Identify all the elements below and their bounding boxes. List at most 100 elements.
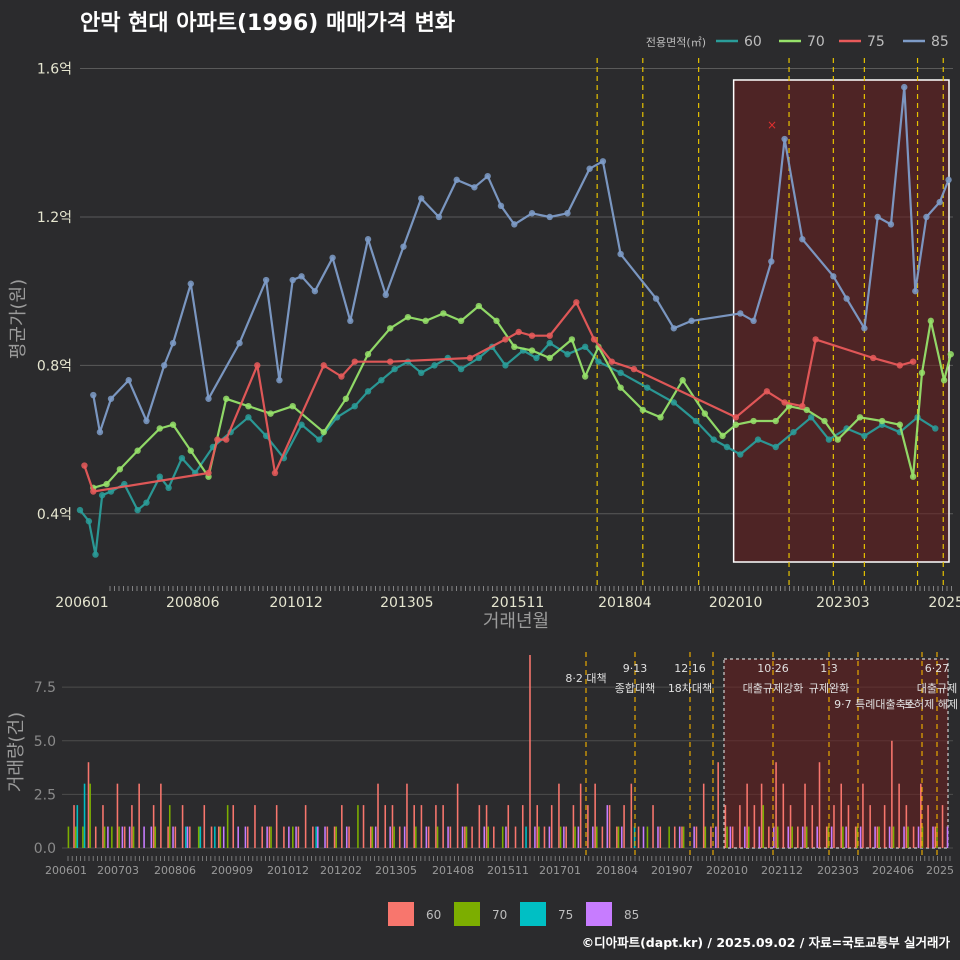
- bar-x-tick-label: 202406: [872, 864, 914, 877]
- volume-bar-60: [131, 805, 133, 848]
- volume-bar-60: [435, 805, 437, 848]
- volume-bar-85: [787, 826, 790, 848]
- volume-bar-85: [483, 826, 486, 848]
- data-point-70: [457, 317, 465, 325]
- annotation-label: 8·2 대책: [565, 672, 606, 685]
- volume-bar-60: [174, 826, 177, 848]
- data-point-70: [947, 351, 954, 358]
- annotation-label: 대출규제: [917, 682, 957, 695]
- data-point-70: [289, 402, 296, 410]
- volume-bar-70: [791, 826, 793, 848]
- x-tick-label: 201511: [491, 595, 544, 611]
- volume-bar-85: [389, 826, 391, 848]
- x-tick-label: 202303: [816, 595, 869, 611]
- data-point-70: [267, 410, 274, 417]
- volume-bar-60: [920, 783, 922, 848]
- volume-bar-60: [377, 783, 379, 848]
- volume-bar-60: [811, 805, 814, 848]
- volume-bar-60: [167, 826, 169, 848]
- data-point-75: [608, 358, 615, 365]
- volume-bar-70: [617, 826, 620, 848]
- volume-bar-70: [487, 826, 489, 848]
- data-point-60: [475, 354, 483, 362]
- data-point-85: [96, 428, 104, 436]
- data-point-60: [754, 436, 762, 443]
- volume-bar-60: [254, 805, 256, 848]
- volume-bar-70: [89, 783, 91, 848]
- bar-x-tick-label: 202010: [706, 864, 748, 877]
- data-point-60: [85, 518, 93, 525]
- volume-bar-60: [268, 826, 271, 848]
- data-point-85: [143, 417, 150, 425]
- volume-bar-60: [746, 783, 748, 848]
- volume-bar-75: [76, 805, 79, 848]
- data-point-85: [364, 236, 372, 243]
- data-point-70: [896, 421, 904, 428]
- data-point-70: [245, 402, 252, 410]
- annotation-label: 9·13: [623, 662, 648, 675]
- data-point-60: [502, 362, 509, 369]
- data-point-60: [644, 384, 651, 391]
- x-tick-label: 201305: [380, 595, 433, 611]
- bar-y-axis-label: 거래량(건): [6, 712, 27, 792]
- volume-bar-85: [744, 826, 746, 848]
- data-point-60: [156, 473, 163, 480]
- x-tick-label: 200806: [166, 595, 220, 611]
- volume-bar-70: [226, 805, 229, 848]
- data-point-60: [825, 436, 833, 443]
- data-point-85: [781, 135, 788, 143]
- data-point-70: [821, 417, 828, 425]
- volume-bar-60: [608, 805, 611, 848]
- data-point-60: [378, 377, 385, 384]
- data-point-70: [657, 414, 664, 421]
- y-tick-label: 1.2억: [37, 210, 72, 226]
- data-point-85: [205, 395, 212, 402]
- volume-bar-60: [601, 826, 604, 848]
- volume-bar-60: [753, 805, 756, 848]
- volume-bar-60: [565, 826, 567, 848]
- volume-bar-60: [427, 826, 430, 848]
- data-point-85: [546, 213, 553, 221]
- data-point-60: [710, 436, 717, 443]
- volume-bar-85: [461, 826, 464, 848]
- volume-bar-60: [797, 826, 799, 848]
- volume-bar-60: [94, 826, 97, 848]
- volume-bar-60: [478, 805, 481, 848]
- data-point-85: [187, 280, 194, 287]
- data-point-75: [573, 299, 580, 306]
- volume-bar-60: [789, 805, 792, 848]
- x-axis-label: 거래년월: [483, 611, 549, 632]
- annotation-label: 12·16: [674, 662, 706, 675]
- volume-bar-60: [449, 826, 452, 848]
- data-point-60: [807, 414, 815, 421]
- annotation-label: 규제완화: [809, 682, 849, 695]
- data-point-75: [223, 436, 230, 443]
- data-point-60: [595, 358, 602, 365]
- data-point-85: [435, 213, 443, 221]
- volume-bar-70: [393, 826, 395, 848]
- x-tick-label: 201804: [598, 595, 652, 611]
- volume-bar-85: [657, 826, 659, 848]
- data-point-70: [617, 384, 624, 391]
- data-point-70: [103, 480, 110, 488]
- data-point-85: [276, 377, 283, 384]
- y-axis-label: 평균가(원): [8, 279, 29, 359]
- data-point-70: [546, 354, 553, 362]
- data-point-70: [940, 377, 948, 384]
- volume-bar-85: [150, 826, 153, 848]
- data-point-60: [932, 425, 939, 432]
- volume-bar-60: [138, 783, 140, 848]
- volume-bar-85: [172, 826, 174, 848]
- data-point-60: [546, 339, 553, 347]
- volume-bar-70: [168, 805, 171, 848]
- volume-bar-60: [775, 762, 777, 848]
- volume-bar-60: [760, 783, 763, 848]
- data-point-85: [528, 210, 536, 217]
- data-point-85: [311, 287, 319, 295]
- volume-bar-60: [514, 826, 517, 848]
- bar-legend-swatch-60: [388, 902, 414, 926]
- volume-bar-75: [214, 826, 216, 848]
- data-point-75: [799, 402, 806, 410]
- volume-bar-60: [905, 805, 908, 848]
- volume-bar-70: [103, 826, 106, 848]
